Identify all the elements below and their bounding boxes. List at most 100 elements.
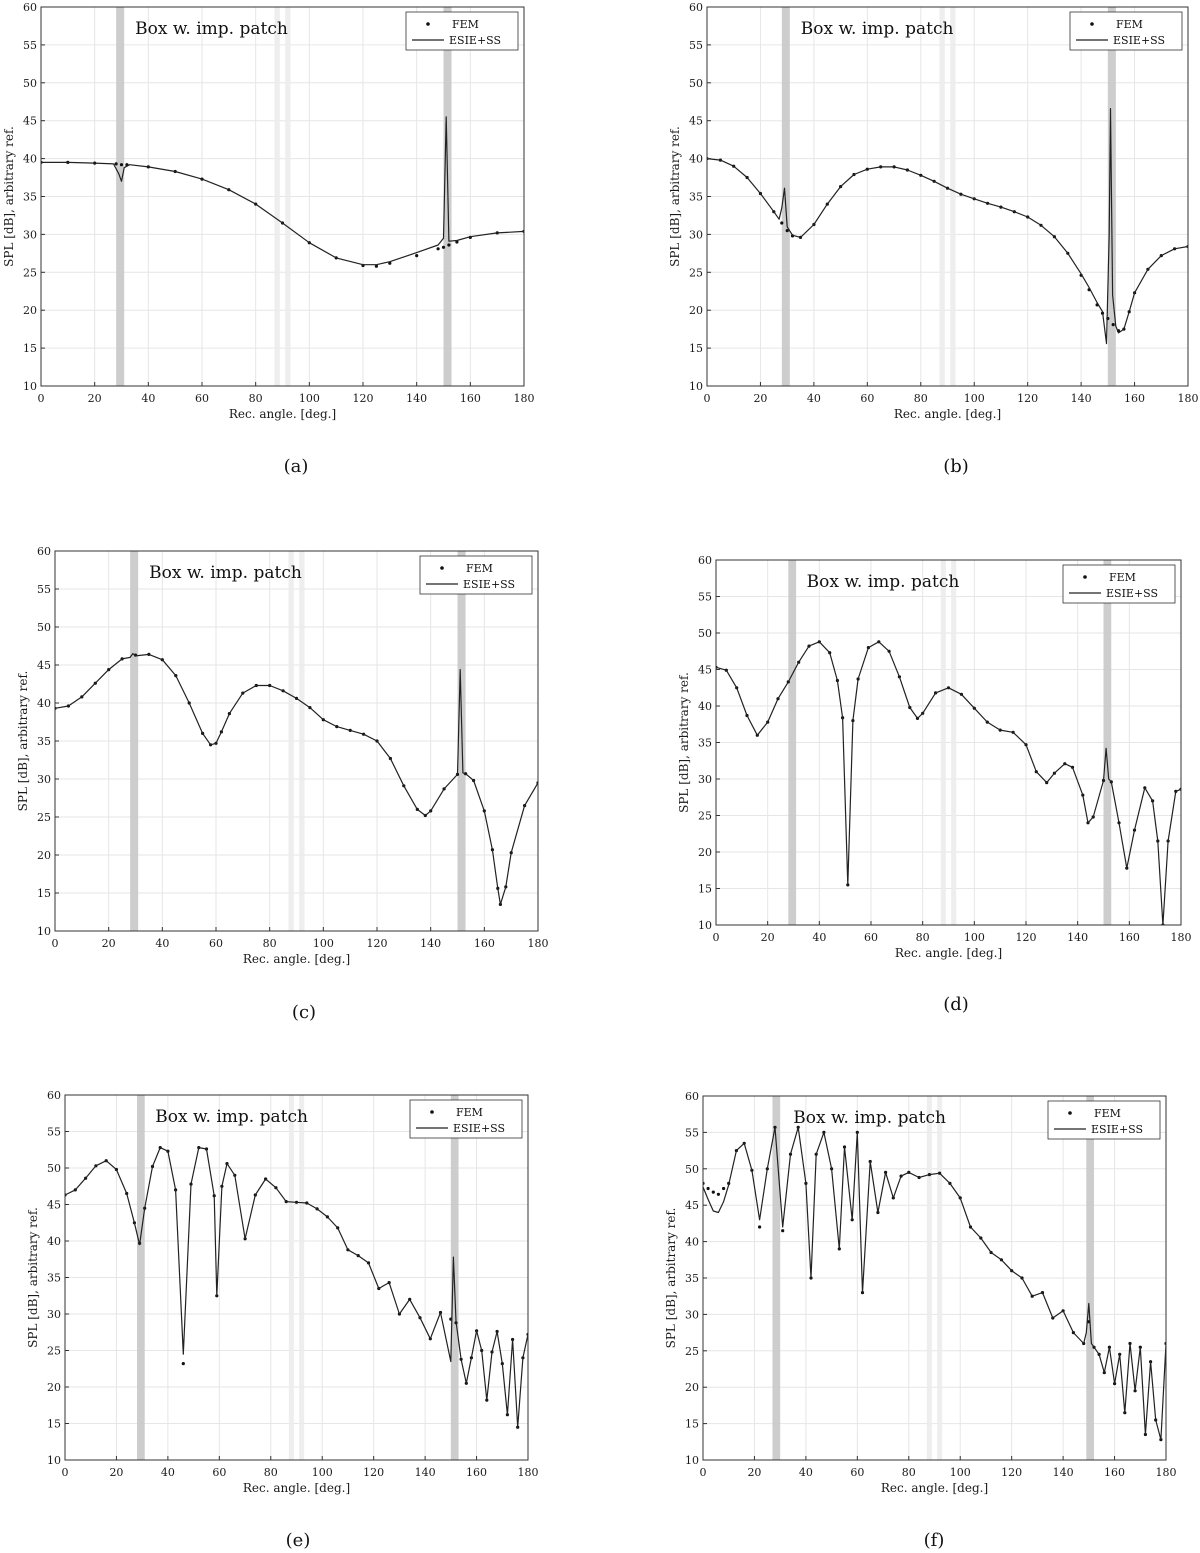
light-band <box>951 560 957 925</box>
data-point-fem <box>374 264 378 268</box>
legend-label-esie-ss: ESIE+SS <box>463 578 515 591</box>
y-tick-label: 55 <box>698 591 712 604</box>
x-tick-label: 40 <box>155 937 169 950</box>
y-tick-label: 20 <box>685 1381 699 1394</box>
series-line-esie-ss <box>703 1126 1166 1441</box>
x-tick-label: 180 <box>528 937 549 950</box>
x-tick-label: 100 <box>964 392 985 405</box>
x-tick-label: 20 <box>747 1466 761 1479</box>
light-band <box>939 7 945 386</box>
x-tick-label: 60 <box>850 1466 864 1479</box>
data-point-fem <box>441 245 446 249</box>
y-tick-label: 15 <box>685 1418 699 1431</box>
y-tick-label: 25 <box>689 266 703 279</box>
y-axis-label: SPL [dB], arbitrary ref. <box>2 126 16 267</box>
data-point-fem <box>447 243 451 247</box>
legend-marker-fem <box>1068 1111 1072 1115</box>
light-band <box>274 7 280 386</box>
x-tick-label: 20 <box>753 392 767 405</box>
shaded-band <box>772 1096 781 1460</box>
y-tick-label: 25 <box>37 811 51 824</box>
x-tick-label: 0 <box>704 392 711 405</box>
y-tick-label: 60 <box>685 1090 699 1103</box>
y-tick-label: 60 <box>47 1089 61 1102</box>
x-tick-label: 60 <box>212 1466 226 1479</box>
chart-title: Box w. imp. patch <box>135 19 288 39</box>
y-tick-label: 40 <box>47 1235 61 1248</box>
x-axis-label: Rec. angle. [deg.] <box>243 952 350 966</box>
light-band <box>288 1095 294 1460</box>
y-tick-label: 50 <box>23 77 37 90</box>
x-tick-label: 20 <box>109 1466 123 1479</box>
x-axis-label: Rec. angle. [deg.] <box>229 407 336 421</box>
legend-marker-fem <box>440 566 444 570</box>
series-line-esie-ss <box>41 116 524 266</box>
chart-panel-4: 0 20 40 60 80 100 120 140 160 180 10 15 20 25 30 35 40 45… <box>677 554 1192 1015</box>
x-tick-label: 140 <box>1071 392 1092 405</box>
x-tick-label: 120 <box>1001 1466 1022 1479</box>
legend-box <box>1062 564 1176 604</box>
x-tick-label: 20 <box>88 392 102 405</box>
light-band <box>940 560 946 925</box>
data-point-fem <box>785 229 789 233</box>
x-tick-label: 140 <box>415 1466 436 1479</box>
plot-marks <box>55 652 538 907</box>
y-tick-label: 50 <box>685 1163 699 1176</box>
y-tick-label: 30 <box>37 773 51 786</box>
shaded-band <box>1103 560 1112 925</box>
panel-caption: (b) <box>943 456 969 477</box>
data-point-fem <box>455 240 459 244</box>
y-tick-label: 15 <box>698 883 712 896</box>
y-tick-label: 30 <box>47 1308 61 1321</box>
y-tick-label: 35 <box>23 191 37 204</box>
plot-marks <box>41 116 524 268</box>
x-tick-label: 40 <box>799 1466 813 1479</box>
y-tick-label: 20 <box>689 304 703 317</box>
y-tick-label: 50 <box>37 621 51 634</box>
legend-label-esie-ss: ESIE+SS <box>1113 34 1165 47</box>
x-tick-label: 120 <box>1016 931 1037 944</box>
x-tick-label: 120 <box>1017 392 1038 405</box>
y-tick-label: 10 <box>47 1454 61 1467</box>
x-tick-label: 40 <box>807 392 821 405</box>
y-tick-label: 55 <box>47 1126 61 1139</box>
data-point-fem <box>415 254 419 258</box>
x-tick-label: 180 <box>1156 1466 1177 1479</box>
x-tick-label: 80 <box>264 1466 278 1479</box>
x-tick-label: 60 <box>195 392 209 405</box>
data-point-fem <box>781 1229 785 1233</box>
chart-title: Box w. imp. patch <box>149 563 302 583</box>
y-tick-label: 30 <box>23 228 37 241</box>
y-tick-label: 15 <box>47 1418 61 1431</box>
y-tick-label: 25 <box>47 1345 61 1358</box>
x-tick-label: 80 <box>914 392 928 405</box>
x-tick-label: 20 <box>761 931 775 944</box>
y-tick-label: 45 <box>698 664 712 677</box>
legend-label-fem: FEM <box>1116 18 1143 31</box>
y-tick-label: 45 <box>23 115 37 128</box>
y-axis-label: SPL [dB], arbitrary ref. <box>664 1208 678 1349</box>
x-tick-label: 20 <box>102 937 116 950</box>
x-tick-label: 40 <box>141 392 155 405</box>
legend-label-esie-ss: ESIE+SS <box>453 1122 505 1135</box>
y-tick-label: 25 <box>698 810 712 823</box>
series-line-esie-ss <box>65 1147 528 1428</box>
data-point-fem <box>1111 323 1115 327</box>
y-tick-label: 15 <box>23 342 37 355</box>
x-tick-label: 160 <box>1124 392 1145 405</box>
x-tick-label: 80 <box>249 392 263 405</box>
legend-box <box>1069 11 1183 51</box>
y-tick-label: 55 <box>37 583 51 596</box>
light-band <box>299 1095 305 1460</box>
series-line-esie-ss <box>55 653 538 905</box>
chart-panel-1: 0 20 40 60 80 100 120 140 160 180 10 15 20 25 30 35 40 45… <box>2 1 535 477</box>
chart-panel-2: 0 20 40 60 80 100 120 140 160 180 10 15 20 25 30 35 40 45… <box>668 1 1199 477</box>
plot-marks <box>65 1146 528 1429</box>
y-tick-label: 50 <box>47 1162 61 1175</box>
y-tick-label: 55 <box>685 1126 699 1139</box>
x-axis-label: Rec. angle. [deg.] <box>243 1481 350 1495</box>
y-tick-label: 15 <box>37 887 51 900</box>
y-tick-label: 35 <box>685 1272 699 1285</box>
shaded-band <box>781 7 790 386</box>
data-point-fem <box>706 1186 710 1191</box>
